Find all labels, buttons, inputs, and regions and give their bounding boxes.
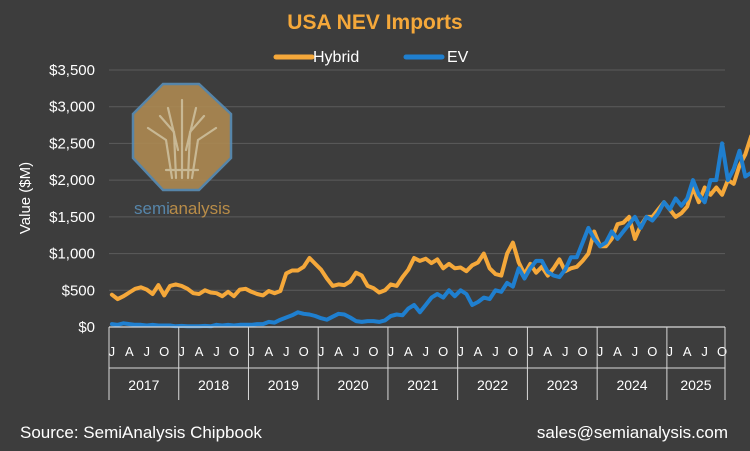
x-tick-year: 2020 [337,377,368,393]
x-tick-month: O [578,344,588,359]
x-tick-month: J [562,344,569,359]
x-tick-month: O [508,344,518,359]
x-tick-month: J [632,344,639,359]
y-tick-label: $3,500 [49,62,95,79]
legend: Hybrid EV [273,49,469,66]
logo-text-analysis: analysis [169,199,230,218]
x-tick-month: J [527,344,534,359]
x-tick-year: 2025 [680,377,711,393]
x-tick-month: O [368,344,378,359]
series-line-hybrid [109,134,750,302]
x-tick-year: 2017 [128,377,159,393]
chart-title: USA NEV Imports [287,11,462,34]
email-link[interactable]: sales@semianalysis.com [536,423,728,442]
x-tick-month: J [597,344,604,359]
x-tick-month: J [422,344,429,359]
y-tick-label: $1,000 [49,246,95,263]
x-tick-month: J [388,344,395,359]
x-tick-month: A [683,344,692,359]
x-tick-month: A [334,344,343,359]
x-tick-month: O [438,344,448,359]
x-tick-month: O [229,344,239,359]
x-tick-month: O [299,344,309,359]
y-tick-label: $0 [78,319,95,336]
x-tick-month: O [647,344,657,359]
x-tick-month: O [159,344,169,359]
x-tick-month: J [109,344,116,359]
x-tick-month: A [404,344,413,359]
x-tick-year: 2021 [407,377,438,393]
x-tick-month: A [195,344,204,359]
series [109,134,750,329]
x-tick-month: J [283,344,290,359]
x-tick-month: A [543,344,552,359]
x-tick-month: J [318,344,325,359]
y-tick-label: $2,500 [49,135,95,152]
y-axis-ticks: $0 $500 $1,000 $1,500 $2,000 $2,500 $3,000 $3,5… [49,62,95,336]
x-tick-year: 2023 [547,377,578,393]
x-tick-month: A [125,344,134,359]
legend-ev-label: EV [447,49,469,66]
x-tick-month: J [213,344,220,359]
x-tick-month: O [717,344,727,359]
x-tick-month: A [474,344,483,359]
x-tick-year: 2024 [616,377,647,393]
x-tick-month: J [701,344,708,359]
x-tick-month: J [492,344,499,359]
source-text: Source: SemiAnalysis Chipbook [20,423,262,442]
series-line-ev [109,141,750,329]
y-tick-label: $500 [62,282,95,299]
x-tick-month: J [178,344,185,359]
x-tick-month: A [613,344,622,359]
x-tick-month: J [353,344,360,359]
x-tick-month: J [248,344,255,359]
logo-text-semi: semi [134,199,170,218]
x-tick-month: J [144,344,151,359]
x-tick-year: 2019 [268,377,299,393]
tree-icon [146,98,218,180]
semianalysis-logo: semi analysis [131,82,233,218]
y-tick-label: $3,000 [49,99,95,116]
legend-hybrid-label: Hybrid [313,49,359,66]
x-tick-year: 2018 [198,377,229,393]
y-tick-label: $2,000 [49,172,95,189]
x-tick-month: A [264,344,273,359]
y-tick-label: $1,500 [49,209,95,226]
x-tick-year: 2022 [477,377,508,393]
x-tick-month: J [457,344,464,359]
y-axis-label: Value ($M) [17,162,34,234]
x-tick-month: J [667,344,674,359]
